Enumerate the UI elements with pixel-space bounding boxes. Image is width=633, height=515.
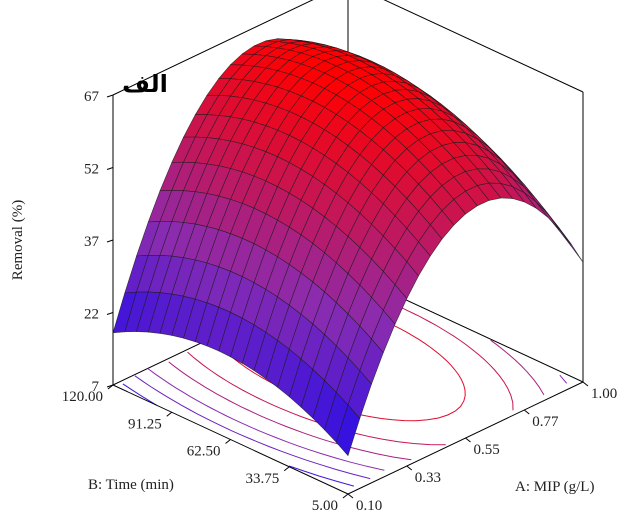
contour-line [147,368,385,471]
z-tick-label: 37 [84,234,100,250]
contour-line [490,339,545,396]
z-tick-mark [106,167,114,170]
y-tick-mark [107,384,114,390]
y-tick-label: 62.50 [187,444,221,460]
contour-line [122,383,158,406]
z-tick-label: 52 [84,162,99,178]
axis-ticks: 7 22 37 52 67 0.10 0.33 0.55 0.77 1.00 5.00 33.75 62… [62,89,618,514]
contour-line [289,465,355,487]
x-tick-mark [523,409,530,415]
contour-line [418,315,514,411]
contour-line [216,326,466,422]
panel-label: الف [122,70,168,98]
y-tick-label: 5.00 [312,498,338,514]
x-axis-title: A: MIP (g/L) [515,479,594,495]
z-tick-label: 67 [84,89,100,105]
x-tick-label: 1.00 [591,386,617,402]
y-axis-title: B: Time (min) [88,477,174,493]
z-tick-label: 7 [92,379,100,395]
x-tick-mark [465,437,471,443]
y-tick-label: 120.00 [62,389,103,405]
z-axis-title: Removal (%) [10,200,26,280]
x-tick-label: 0.77 [532,414,559,430]
z-tick-mark [106,239,114,243]
contour-line [559,374,568,384]
y-tick-label: 91.25 [128,416,162,432]
x-tick-label: 0.55 [474,442,500,458]
y-tick-mark [166,411,173,417]
z-tick-label: 22 [84,307,99,323]
back-top-edge-left [112,0,314,96]
surface-patch [335,404,361,457]
y-tick-label: 33.75 [246,471,280,487]
contour-line [187,351,446,446]
back-top-edge-right [383,0,584,93]
z-tick-mark [106,94,114,98]
surface-patch [524,192,549,218]
y-tick-mark [225,439,231,444]
x-tick-mark [406,465,413,471]
y-tick-mark [283,466,290,472]
x-tick-mark [347,493,354,499]
contour-line [134,375,371,480]
x-tick-label: 0.33 [415,470,441,486]
x-tick-mark [582,381,589,387]
y-tick-mark [342,493,349,499]
response-surface [112,38,584,457]
x-tick-label: 0.10 [356,498,382,514]
z-tick-mark [106,312,114,315]
